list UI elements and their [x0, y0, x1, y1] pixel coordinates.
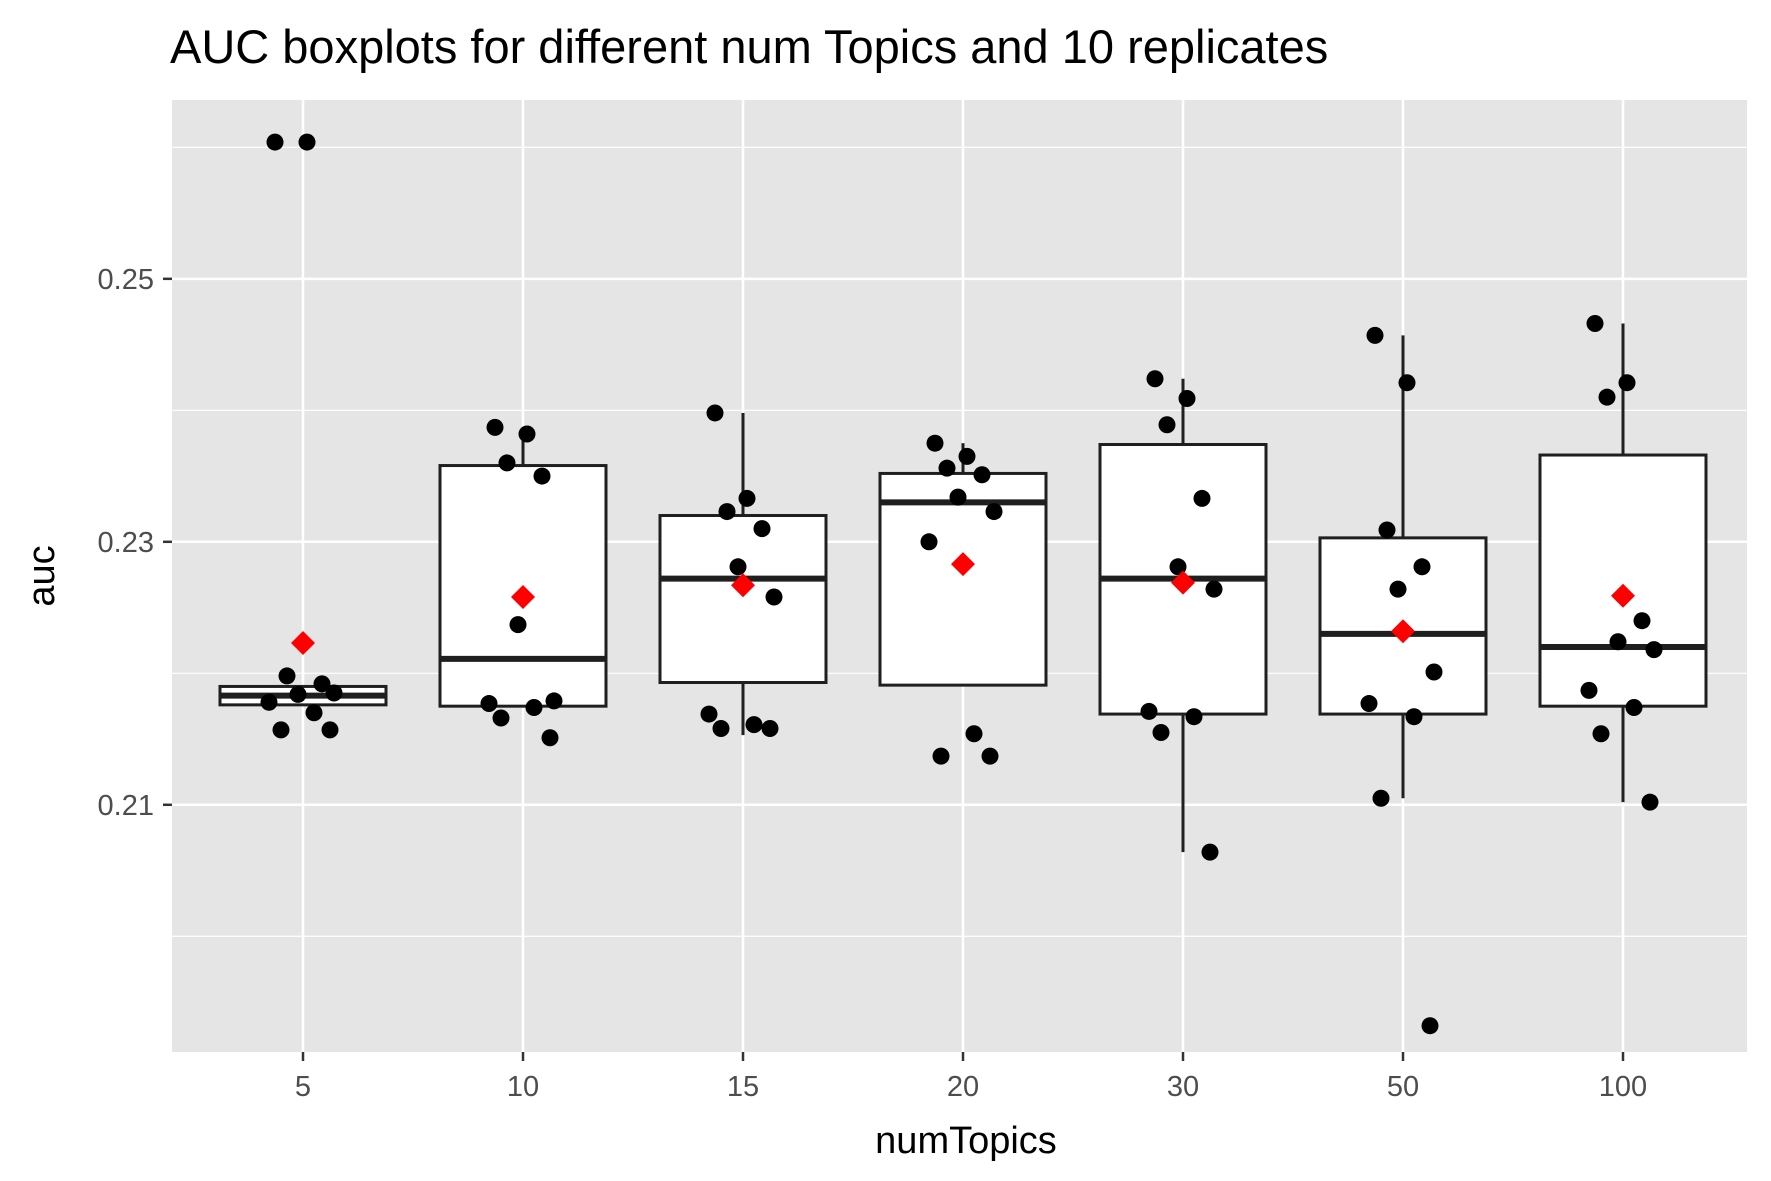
data-point-10-3: [533, 467, 551, 485]
x-tick-label-5: 5: [295, 1071, 311, 1103]
mean-marker-20: [951, 552, 975, 577]
data-point-5-9: [321, 721, 339, 739]
data-point-100-8: [1592, 725, 1610, 743]
mean-layer: [291, 552, 1635, 656]
point-layer: [260, 133, 1663, 1035]
data-point-50-1: [1398, 374, 1416, 392]
data-point-100-9: [1641, 793, 1659, 811]
data-point-5-1: [298, 133, 316, 151]
x-tick-label-20: 20: [947, 1071, 979, 1103]
data-point-100-1: [1618, 374, 1636, 392]
data-point-10-7: [525, 698, 543, 716]
data-point-20-6: [920, 533, 938, 551]
mean-marker-30: [1171, 570, 1195, 595]
data-point-10-5: [545, 692, 563, 710]
data-point-5-2: [278, 667, 296, 685]
data-point-20-7: [965, 725, 983, 743]
data-point-100-5: [1645, 641, 1663, 659]
data-point-30-5: [1205, 580, 1223, 598]
data-point-10-2: [498, 454, 516, 472]
data-point-15-4: [729, 558, 747, 576]
data-point-5-5: [325, 684, 343, 702]
data-point-20-9: [981, 747, 999, 765]
data-point-15-2: [718, 503, 736, 521]
data-point-10-4: [509, 616, 527, 634]
y-tick-label-1: 0.23: [98, 527, 154, 559]
data-point-10-9: [541, 729, 559, 747]
data-point-15-1: [738, 489, 756, 507]
data-point-5-8: [272, 721, 290, 739]
data-point-15-5: [765, 588, 783, 606]
data-point-30-6: [1140, 702, 1158, 720]
data-point-10-8: [492, 709, 510, 727]
x-tick-label-15: 15: [727, 1071, 759, 1103]
mean-marker-5: [291, 631, 315, 656]
box-100: [1538, 453, 1708, 708]
box-layer: [218, 323, 1708, 853]
data-point-50-8: [1372, 789, 1390, 807]
data-point-30-9: [1201, 843, 1219, 861]
data-point-15-8: [712, 720, 730, 738]
data-point-10-6: [480, 695, 498, 713]
data-point-15-9: [761, 720, 779, 738]
data-point-50-6: [1360, 695, 1378, 713]
mean-marker-50: [1391, 619, 1415, 644]
data-point-5-3: [313, 675, 331, 693]
mean-marker-100: [1611, 583, 1635, 608]
data-point-100-3: [1633, 612, 1651, 630]
data-point-100-4: [1609, 633, 1627, 651]
data-point-50-4: [1389, 580, 1407, 598]
data-point-30-1: [1178, 389, 1196, 407]
data-point-100-7: [1625, 698, 1643, 716]
y-tick-label-0: 0.21: [98, 790, 154, 822]
x-tick-label-50: 50: [1387, 1071, 1419, 1103]
data-point-100-0: [1586, 315, 1604, 333]
x-axis-title: numTopics: [875, 1120, 1057, 1162]
data-point-30-7: [1185, 708, 1203, 726]
axis-layer: 0.21 0.23 0.25 5 10 15 20 30 50 100: [98, 264, 1648, 1103]
data-point-50-3: [1413, 558, 1431, 576]
x-tick-label-100: 100: [1599, 1071, 1647, 1103]
mean-marker-10: [511, 585, 535, 610]
data-point-50-7: [1405, 708, 1423, 726]
data-point-20-1: [958, 447, 976, 465]
data-point-15-0: [706, 404, 724, 422]
data-point-30-4: [1169, 558, 1187, 576]
data-point-15-6: [700, 705, 718, 723]
data-point-50-9: [1421, 1017, 1439, 1035]
data-point-5-7: [305, 704, 323, 722]
data-point-5-6: [260, 693, 278, 711]
data-point-20-4: [949, 488, 967, 506]
data-point-30-8: [1152, 723, 1170, 741]
data-point-30-0: [1146, 370, 1164, 388]
data-point-50-0: [1366, 326, 1384, 344]
data-point-100-6: [1580, 681, 1598, 699]
data-point-30-3: [1193, 489, 1211, 507]
data-point-100-2: [1598, 388, 1616, 406]
data-point-50-2: [1378, 521, 1396, 539]
mean-marker-15: [731, 573, 755, 598]
chart-title: AUC boxplots for different num Topics an…: [170, 20, 1328, 73]
data-point-5-0: [266, 133, 284, 151]
y-tick-label-2: 0.25: [98, 264, 154, 296]
data-point-15-3: [753, 520, 771, 538]
data-point-20-5: [985, 503, 1003, 521]
data-point-50-5: [1425, 663, 1443, 681]
x-tick-label-30: 30: [1167, 1071, 1199, 1103]
data-point-10-1: [518, 425, 536, 443]
data-point-20-2: [938, 459, 956, 477]
box-15: [658, 514, 828, 685]
data-point-20-0: [926, 434, 944, 452]
data-point-20-3: [973, 466, 991, 484]
box-20: [878, 471, 1048, 687]
data-point-30-2: [1158, 416, 1176, 434]
data-point-15-7: [745, 716, 763, 734]
x-tick-label-10: 10: [507, 1071, 539, 1103]
data-point-20-8: [932, 747, 950, 765]
y-axis-title: auc: [21, 545, 63, 606]
data-point-5-4: [289, 685, 307, 703]
data-point-10-0: [486, 418, 504, 436]
